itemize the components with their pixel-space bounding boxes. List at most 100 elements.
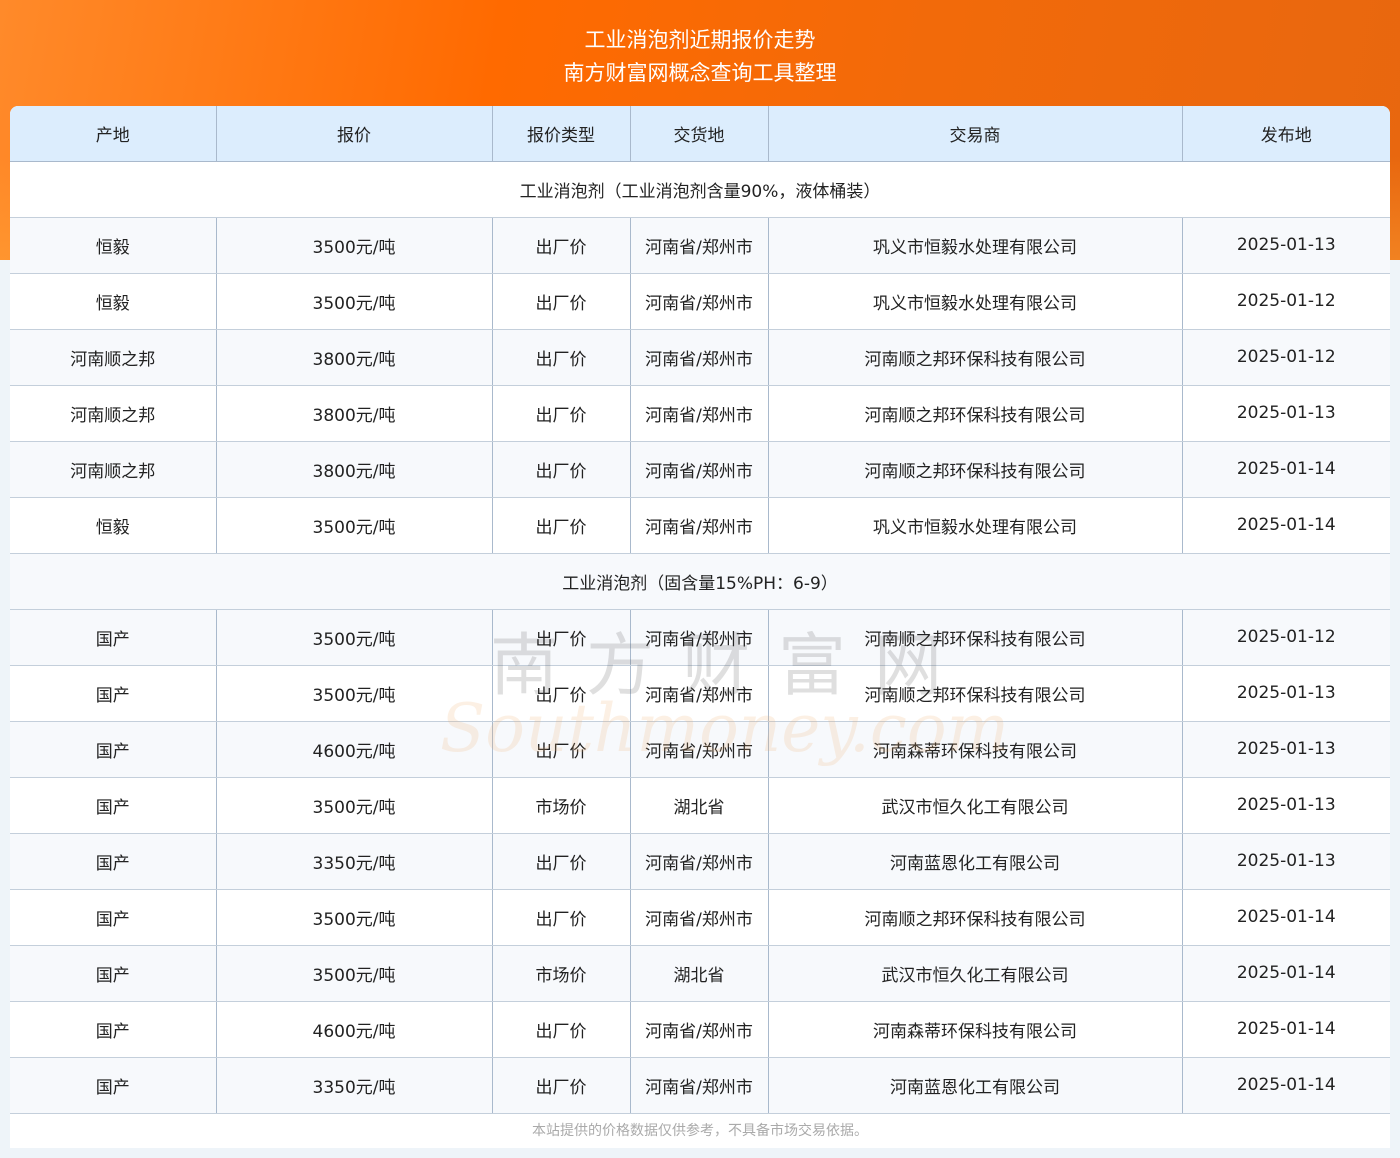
table-cell: 河南省/郑州市: [630, 385, 769, 442]
table-cell: 2025-01-13: [1182, 721, 1390, 778]
table-row: 国产 3350元/吨 出厂价 河南省/郑州市 河南蓝恩化工有限公司 2025-01-14: [10, 1057, 1390, 1114]
table-cell: 2025-01-14: [1182, 889, 1390, 946]
table-cell: 河南省/郑州市: [630, 329, 769, 386]
table-cell: 2025-01-13: [1182, 777, 1390, 834]
table-cell: 出厂价: [492, 329, 631, 386]
table-cell: 出厂价: [492, 441, 631, 498]
table-cell: 湖北省: [630, 945, 769, 1002]
table-cell: 河南省/郑州市: [630, 721, 769, 778]
table-cell: 出厂价: [492, 217, 631, 274]
table-cell: 出厂价: [492, 721, 631, 778]
table-row: 国产 3500元/吨 出厂价 河南省/郑州市 河南顺之邦环保科技有限公司 2025-01-…: [10, 889, 1390, 946]
table-cell: 河南省/郑州市: [630, 497, 769, 554]
column-header: 产地: [10, 106, 217, 162]
table-cell: 4600元/吨: [216, 721, 493, 778]
table-cell: 2025-01-14: [1182, 441, 1390, 498]
table-cell: 湖北省: [630, 777, 769, 834]
table-cell: 河南顺之邦环保科技有限公司: [768, 665, 1183, 722]
table-cell: 国产: [10, 833, 217, 890]
table-cell: 2025-01-14: [1182, 497, 1390, 554]
table-cell: 出厂价: [492, 273, 631, 330]
table-row: 恒毅 3500元/吨 出厂价 河南省/郑州市 巩义市恒毅水处理有限公司 2025-01-1…: [10, 273, 1390, 330]
column-header: 交货地: [630, 106, 769, 162]
table-cell: 3350元/吨: [216, 1057, 493, 1114]
table-cell: 3800元/吨: [216, 441, 493, 498]
table-row: 河南顺之邦 3800元/吨 出厂价 河南省/郑州市 河南顺之邦环保科技有限公司 2025-…: [10, 385, 1390, 442]
table-cell: 国产: [10, 777, 217, 834]
page-title: 工业消泡剂近期报价走势: [584, 28, 816, 52]
table-cell: 3800元/吨: [216, 329, 493, 386]
table-cell: 3500元/吨: [216, 497, 493, 554]
table-cell: 国产: [10, 889, 217, 946]
table-row: 河南顺之邦 3800元/吨 出厂价 河南省/郑州市 河南顺之邦环保科技有限公司 2025-…: [10, 441, 1390, 498]
table-row: 国产 3500元/吨 市场价 湖北省 武汉市恒久化工有限公司 2025-01-13: [10, 777, 1390, 834]
table-cell: 河南省/郑州市: [630, 441, 769, 498]
table-row: 国产 4600元/吨 出厂价 河南省/郑州市 河南森蒂环保科技有限公司 2025-01-1…: [10, 1001, 1390, 1058]
table-cell: 出厂价: [492, 497, 631, 554]
table-row: 恒毅 3500元/吨 出厂价 河南省/郑州市 巩义市恒毅水处理有限公司 2025-01-1…: [10, 217, 1390, 274]
section-header-row: 工业消泡剂（固含量15%PH：6-9）: [10, 553, 1390, 610]
table-cell: 3800元/吨: [216, 385, 493, 442]
table-cell: 河南顺之邦环保科技有限公司: [768, 385, 1183, 442]
table-cell: 2025-01-12: [1182, 609, 1390, 666]
table-row: 国产 3500元/吨 出厂价 河南省/郑州市 河南顺之邦环保科技有限公司 2025-01-…: [10, 665, 1390, 722]
table-cell: 河南顺之邦环保科技有限公司: [768, 441, 1183, 498]
table-cell: 河南省/郑州市: [630, 665, 769, 722]
table-cell: 出厂价: [492, 385, 631, 442]
table-cell: 河南蓝恩化工有限公司: [768, 1057, 1183, 1114]
column-header: 交易商: [768, 106, 1183, 162]
price-table: 产地 报价 报价类型 交货地 交易商 发布地 工业消泡剂（工业消泡剂含量90%，液体桶装）…: [10, 106, 1390, 1114]
table-cell: 2025-01-14: [1182, 1057, 1390, 1114]
table-cell: 出厂价: [492, 833, 631, 890]
table-cell: 河南省/郑州市: [630, 1057, 769, 1114]
table-cell: 市场价: [492, 777, 631, 834]
table-cell: 河南森蒂环保科技有限公司: [768, 1001, 1183, 1058]
table-cell: 河南蓝恩化工有限公司: [768, 833, 1183, 890]
disclaimer: 本站提供的价格数据仅供参考，不具备市场交易依据。: [10, 1114, 1390, 1148]
table-cell: 3500元/吨: [216, 665, 493, 722]
table-row: 国产 3350元/吨 出厂价 河南省/郑州市 河南蓝恩化工有限公司 2025-01-13: [10, 833, 1390, 890]
table-cell: 国产: [10, 609, 217, 666]
table-cell: 河南省/郑州市: [630, 889, 769, 946]
table-cell: 市场价: [492, 945, 631, 1002]
table-cell: 河南顺之邦: [10, 329, 217, 386]
table-cell: 2025-01-12: [1182, 329, 1390, 386]
table-cell: 河南顺之邦: [10, 441, 217, 498]
column-header: 报价类型: [492, 106, 631, 162]
table-cell: 武汉市恒久化工有限公司: [768, 777, 1183, 834]
table-cell: 出厂价: [492, 665, 631, 722]
table-cell: 巩义市恒毅水处理有限公司: [768, 217, 1183, 274]
table-cell: 河南顺之邦: [10, 385, 217, 442]
table-cell: 3500元/吨: [216, 945, 493, 1002]
table-cell: 2025-01-13: [1182, 385, 1390, 442]
table-cell: 河南省/郑州市: [630, 1001, 769, 1058]
table-row: 恒毅 3500元/吨 出厂价 河南省/郑州市 巩义市恒毅水处理有限公司 2025-01-1…: [10, 497, 1390, 554]
table-cell: 出厂价: [492, 609, 631, 666]
column-header: 报价: [216, 106, 493, 162]
table-cell: 出厂价: [492, 1057, 631, 1114]
table-cell: 河南顺之邦环保科技有限公司: [768, 609, 1183, 666]
table-cell: 河南省/郑州市: [630, 273, 769, 330]
table-cell: 3500元/吨: [216, 889, 493, 946]
table-cell: 出厂价: [492, 1001, 631, 1058]
table-cell: 国产: [10, 1001, 217, 1058]
table-cell: 恒毅: [10, 217, 217, 274]
table-cell: 国产: [10, 1057, 217, 1114]
table-row: 国产 3500元/吨 市场价 湖北省 武汉市恒久化工有限公司 2025-01-14: [10, 945, 1390, 1002]
table-cell: 2025-01-14: [1182, 945, 1390, 1002]
table-cell: 3500元/吨: [216, 217, 493, 274]
table-row: 国产 3500元/吨 出厂价 河南省/郑州市 河南顺之邦环保科技有限公司 2025-01-…: [10, 609, 1390, 666]
table-cell: 恒毅: [10, 497, 217, 554]
table-cell: 出厂价: [492, 889, 631, 946]
table-cell: 2025-01-13: [1182, 665, 1390, 722]
table-cell: 武汉市恒久化工有限公司: [768, 945, 1183, 1002]
table-cell: 国产: [10, 945, 217, 1002]
price-table-card: 产地 报价 报价类型 交货地 交易商 发布地 工业消泡剂（工业消泡剂含量90%，液体桶装）…: [10, 106, 1390, 1114]
section-title: 工业消泡剂（固含量15%PH：6-9）: [10, 553, 1390, 610]
table-cell: 国产: [10, 665, 217, 722]
table-cell: 3500元/吨: [216, 273, 493, 330]
table-cell: 巩义市恒毅水处理有限公司: [768, 497, 1183, 554]
table-cell: 巩义市恒毅水处理有限公司: [768, 273, 1183, 330]
table-cell: 河南省/郑州市: [630, 609, 769, 666]
table-cell: 国产: [10, 721, 217, 778]
